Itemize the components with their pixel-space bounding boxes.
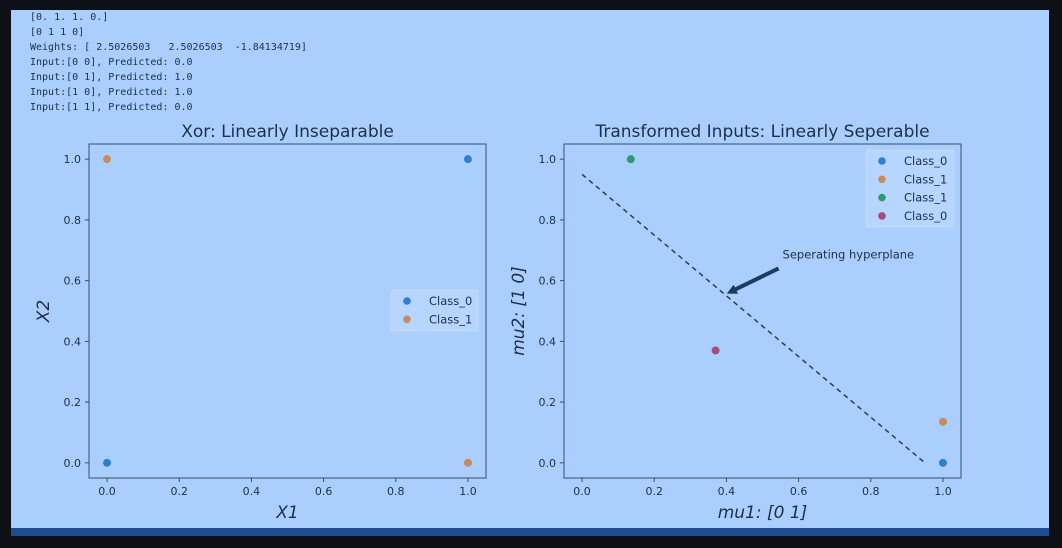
legend-entry: Class_0 [429,294,472,308]
legend-marker [878,157,886,165]
transformed-scatter-chart: Transformed Inputs: Linearly Seperable 0.… [509,122,962,523]
x-axis-label: mu1: [0 1] [718,503,808,523]
x-tick-label: 0.2 [645,485,663,498]
console-line: [0 1 1 0] [30,27,85,38]
legend-marker [403,297,411,305]
data-point [463,155,472,164]
x-axis-label: X1 [275,503,298,523]
console-line: Weights: [ 2.5026503 2.5026503 -1.841347… [30,42,307,53]
legend-marker [403,315,411,324]
x-tick-label: 0.4 [718,485,736,498]
axes-frame [88,143,487,479]
x-tick-label: 1.0 [459,485,477,498]
y-tick-label: 0.0 [64,457,82,470]
legend-entry: Class_0 [904,209,947,223]
x-tick-label: 1.0 [934,485,952,498]
x-tick-label: 0.0 [98,485,116,498]
legend-entry: Class_1 [904,191,947,205]
y-tick-label: 0.8 [539,214,557,227]
y-tick-label: 0.2 [64,396,82,409]
y-axis-label: X2 [34,300,54,323]
legend-box [390,289,479,332]
y-tick-label: 0.4 [64,335,82,348]
x-tick-label: 0.4 [243,485,261,498]
console-line: [0. 1. 1. 0.] [30,12,109,23]
y-axis-label: mu2: [1 0] [509,266,529,356]
data-point [103,458,112,467]
legend-box [865,149,955,228]
legend-marker [878,212,886,220]
notebook-output-frame [11,10,1049,530]
horizontal-scrollbar[interactable] [11,528,1049,536]
console-output: [0. 1. 1. 0.] [0 1 1 0] Weights: [ 2.502… [30,10,307,115]
legend-marker [878,193,886,202]
x-tick-label: 0.6 [790,485,808,498]
annotation-arrow [726,266,780,294]
data-point [711,346,720,355]
console-line: Input:[1 1], Predicted: 0.0 [30,102,193,113]
axes-frame [563,143,962,479]
x-tick-label: 0.8 [862,485,880,498]
x-tick-label: 0.8 [387,485,405,498]
separating-line [581,173,926,464]
legend-entry: Class_1 [429,312,472,326]
legend-marker [878,175,886,184]
data-point [463,458,472,467]
console-line: Input:[0 1], Predicted: 1.0 [30,72,193,83]
data-point [103,155,112,164]
y-tick-label: 0.8 [64,214,82,227]
x-tick-label: 0.6 [315,485,333,498]
legend-entry: Class_0 [904,154,947,168]
chart-title: Xor: Linearly Inseparable [181,122,394,142]
console-line: Input:[0 0], Predicted: 0.0 [30,57,193,68]
xor-scatter-chart: Xor: Linearly Inseparable 0.0 0.2 0.4 0.6 0.8… [34,122,487,523]
data-point [938,458,947,467]
data-point [626,155,635,164]
annotation-text: Seperating hyperplane [783,247,915,261]
chart-title: Transformed Inputs: Linearly Seperable [594,122,929,142]
y-tick-label: 1.0 [539,153,557,166]
legend-entry: Class_1 [904,172,947,186]
y-tick-label: 1.0 [64,153,82,166]
y-tick-label: 0.6 [539,275,557,288]
x-tick-label: 0.2 [170,485,188,498]
data-point [938,417,947,426]
y-tick-label: 0.2 [539,396,557,409]
x-tick-label: 0.0 [573,485,591,498]
y-tick-label: 0.4 [539,335,557,348]
console-line: Input:[1 0], Predicted: 1.0 [30,87,193,98]
y-tick-label: 0.0 [539,457,557,470]
y-tick-label: 0.6 [64,275,82,288]
